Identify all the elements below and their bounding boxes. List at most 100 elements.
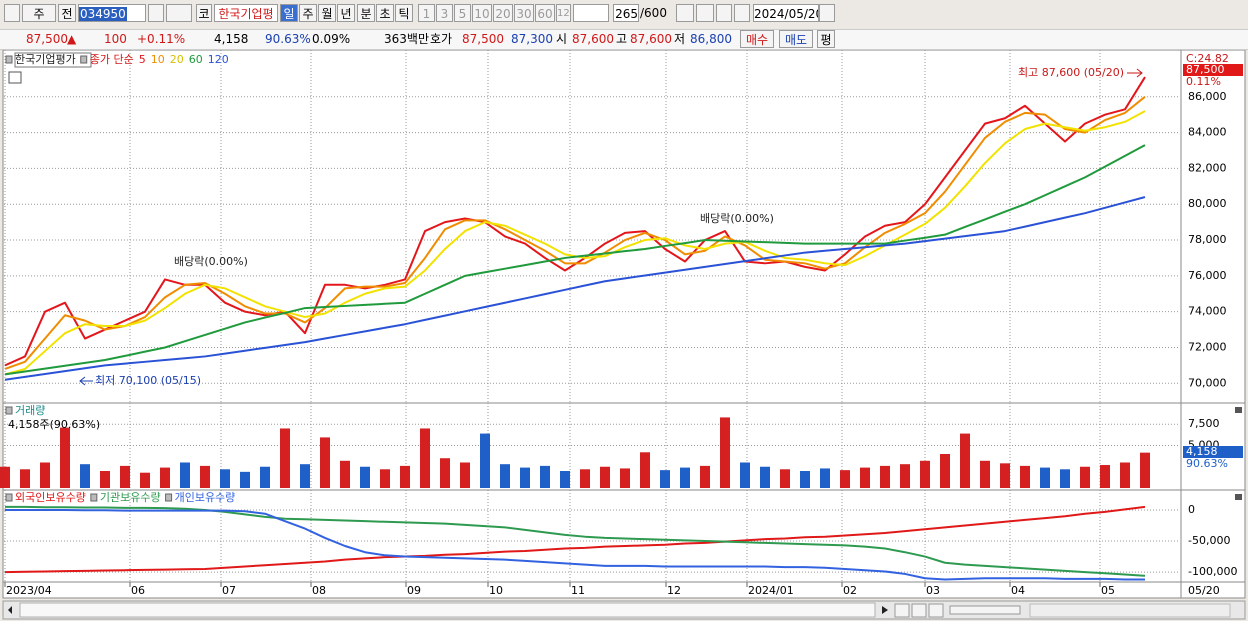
volume-bar xyxy=(720,417,730,488)
volume-bar xyxy=(680,467,690,488)
date-input[interactable]: 2024/05/20 xyxy=(753,4,819,22)
x-tick-label: 03 xyxy=(926,584,940,597)
search-button[interactable] xyxy=(148,4,164,22)
volume-bar xyxy=(160,467,170,488)
y-tick-label: 7,500 xyxy=(1188,417,1220,430)
volume-bar xyxy=(560,470,570,488)
unit-button[interactable]: 120 xyxy=(556,4,571,22)
tool-button[interactable] xyxy=(676,4,694,22)
volume-bar xyxy=(100,470,110,488)
ask: 87,500 xyxy=(462,32,504,46)
volume-bar xyxy=(1120,462,1130,488)
legend-entry: 20 xyxy=(170,53,184,66)
volume-bar xyxy=(520,467,530,488)
y-tick-label: 76,000 xyxy=(1188,269,1227,282)
panel-close[interactable] xyxy=(1235,407,1242,413)
interval-button[interactable]: 년 xyxy=(337,4,355,22)
volume-bar xyxy=(1040,467,1050,488)
date: 2024/05/20 xyxy=(754,7,819,21)
interval-button[interactable]: 일 xyxy=(280,4,298,22)
interval-button[interactable]: 주 xyxy=(299,4,317,22)
volume-bar xyxy=(760,466,770,488)
market: 코 xyxy=(198,7,210,21)
change: 100 xyxy=(104,32,127,46)
count-max: /600 xyxy=(640,6,667,20)
scroll-left[interactable] xyxy=(8,606,12,614)
tool-button[interactable] xyxy=(696,4,714,22)
sound-button[interactable] xyxy=(166,4,192,22)
scroll-right[interactable] xyxy=(882,606,888,614)
interval-button[interactable]: 틱 xyxy=(395,4,413,22)
volume-bar xyxy=(860,467,870,488)
table-icon[interactable] xyxy=(8,71,22,84)
count-input[interactable]: 265 xyxy=(613,4,639,22)
rewind-button[interactable] xyxy=(894,603,910,618)
stock-code: 034950 xyxy=(79,7,127,21)
volume-bar xyxy=(200,465,210,488)
sell-button[interactable]: 매도 xyxy=(779,30,813,48)
interval-button[interactable]: 월 xyxy=(318,4,336,22)
code-input[interactable]: 034950 xyxy=(78,4,146,22)
stock-name[interactable]: 한국기업평 xyxy=(214,4,278,22)
forward-button[interactable] xyxy=(928,603,944,618)
y-tick-label: 80,000 xyxy=(1188,197,1227,210)
save-button[interactable] xyxy=(716,4,732,22)
unit-button[interactable]: 3 xyxy=(436,4,453,22)
calendar-button[interactable] xyxy=(819,4,835,22)
legend-title: 한국기업평가 xyxy=(15,53,76,66)
volume-bar xyxy=(600,466,610,488)
unit-select[interactable] xyxy=(573,4,609,22)
legend-entry: 외국인보유수량 xyxy=(15,491,86,504)
annotation: 최고 87,600 (05/20) xyxy=(1018,66,1124,79)
menu-button[interactable] xyxy=(4,4,20,22)
panel-title: 거래량 xyxy=(15,404,45,417)
low: 86,800 xyxy=(690,32,732,46)
period: 주 xyxy=(33,7,45,21)
legend-entry: 기관보유수량 xyxy=(100,491,161,504)
panel-close[interactable] xyxy=(1235,494,1242,500)
settings-button[interactable] xyxy=(734,4,750,22)
volume-bar xyxy=(1140,452,1150,488)
unit-button[interactable]: 5 xyxy=(454,4,471,22)
interval-button[interactable]: 초 xyxy=(376,4,394,22)
legend-subtitle: 종가 단순 xyxy=(90,53,134,66)
unit-button[interactable]: 1 xyxy=(418,4,435,22)
volume-badge xyxy=(1183,446,1243,458)
scroll-thumb[interactable] xyxy=(19,602,876,618)
last-price: 87,500 xyxy=(1186,63,1225,76)
x-tick-label: 10 xyxy=(489,584,503,597)
volume-bar xyxy=(400,465,410,488)
unit-button[interactable]: 30 xyxy=(514,4,534,22)
market-button[interactable]: 코 xyxy=(196,4,212,22)
bid-ask-label: 호가 xyxy=(430,32,453,46)
series-line xyxy=(4,196,1146,381)
volume-bar xyxy=(800,470,810,488)
zoom-slider[interactable] xyxy=(949,605,1021,615)
volume-bar xyxy=(540,465,550,488)
price-badge xyxy=(1183,64,1243,76)
series-line xyxy=(4,144,1146,376)
buy-button[interactable]: 매수 xyxy=(740,30,774,48)
series-line xyxy=(5,505,1146,577)
volume-bar xyxy=(840,470,850,488)
x-tick-label: 02 xyxy=(843,584,857,597)
annotation: 최저 70,100 (05/15) xyxy=(95,374,201,387)
period-select[interactable]: 주 xyxy=(22,4,56,22)
volume-bar xyxy=(1080,466,1090,488)
scope: 전 xyxy=(61,7,73,21)
drawing-tools[interactable] xyxy=(1029,603,1231,618)
stock-name-text: 한국기업평 xyxy=(218,7,274,21)
stop-button[interactable] xyxy=(911,603,927,618)
unit-button[interactable]: 10 xyxy=(472,4,492,22)
scope-button[interactable]: 전 xyxy=(58,4,76,22)
high: 87,600 xyxy=(630,32,672,46)
unit-button[interactable]: 20 xyxy=(493,4,513,22)
annotation-arrow xyxy=(1127,68,1143,78)
unit-button[interactable]: 60 xyxy=(535,4,555,22)
avg-button[interactable]: 평 xyxy=(817,30,835,48)
y-tick-label: -50,000 xyxy=(1188,534,1230,547)
x-tick-label: 2024/01 xyxy=(748,584,794,597)
interval-button[interactable]: 분 xyxy=(357,4,375,22)
volume-bar xyxy=(240,471,250,488)
bid: 87,300 xyxy=(511,32,553,46)
